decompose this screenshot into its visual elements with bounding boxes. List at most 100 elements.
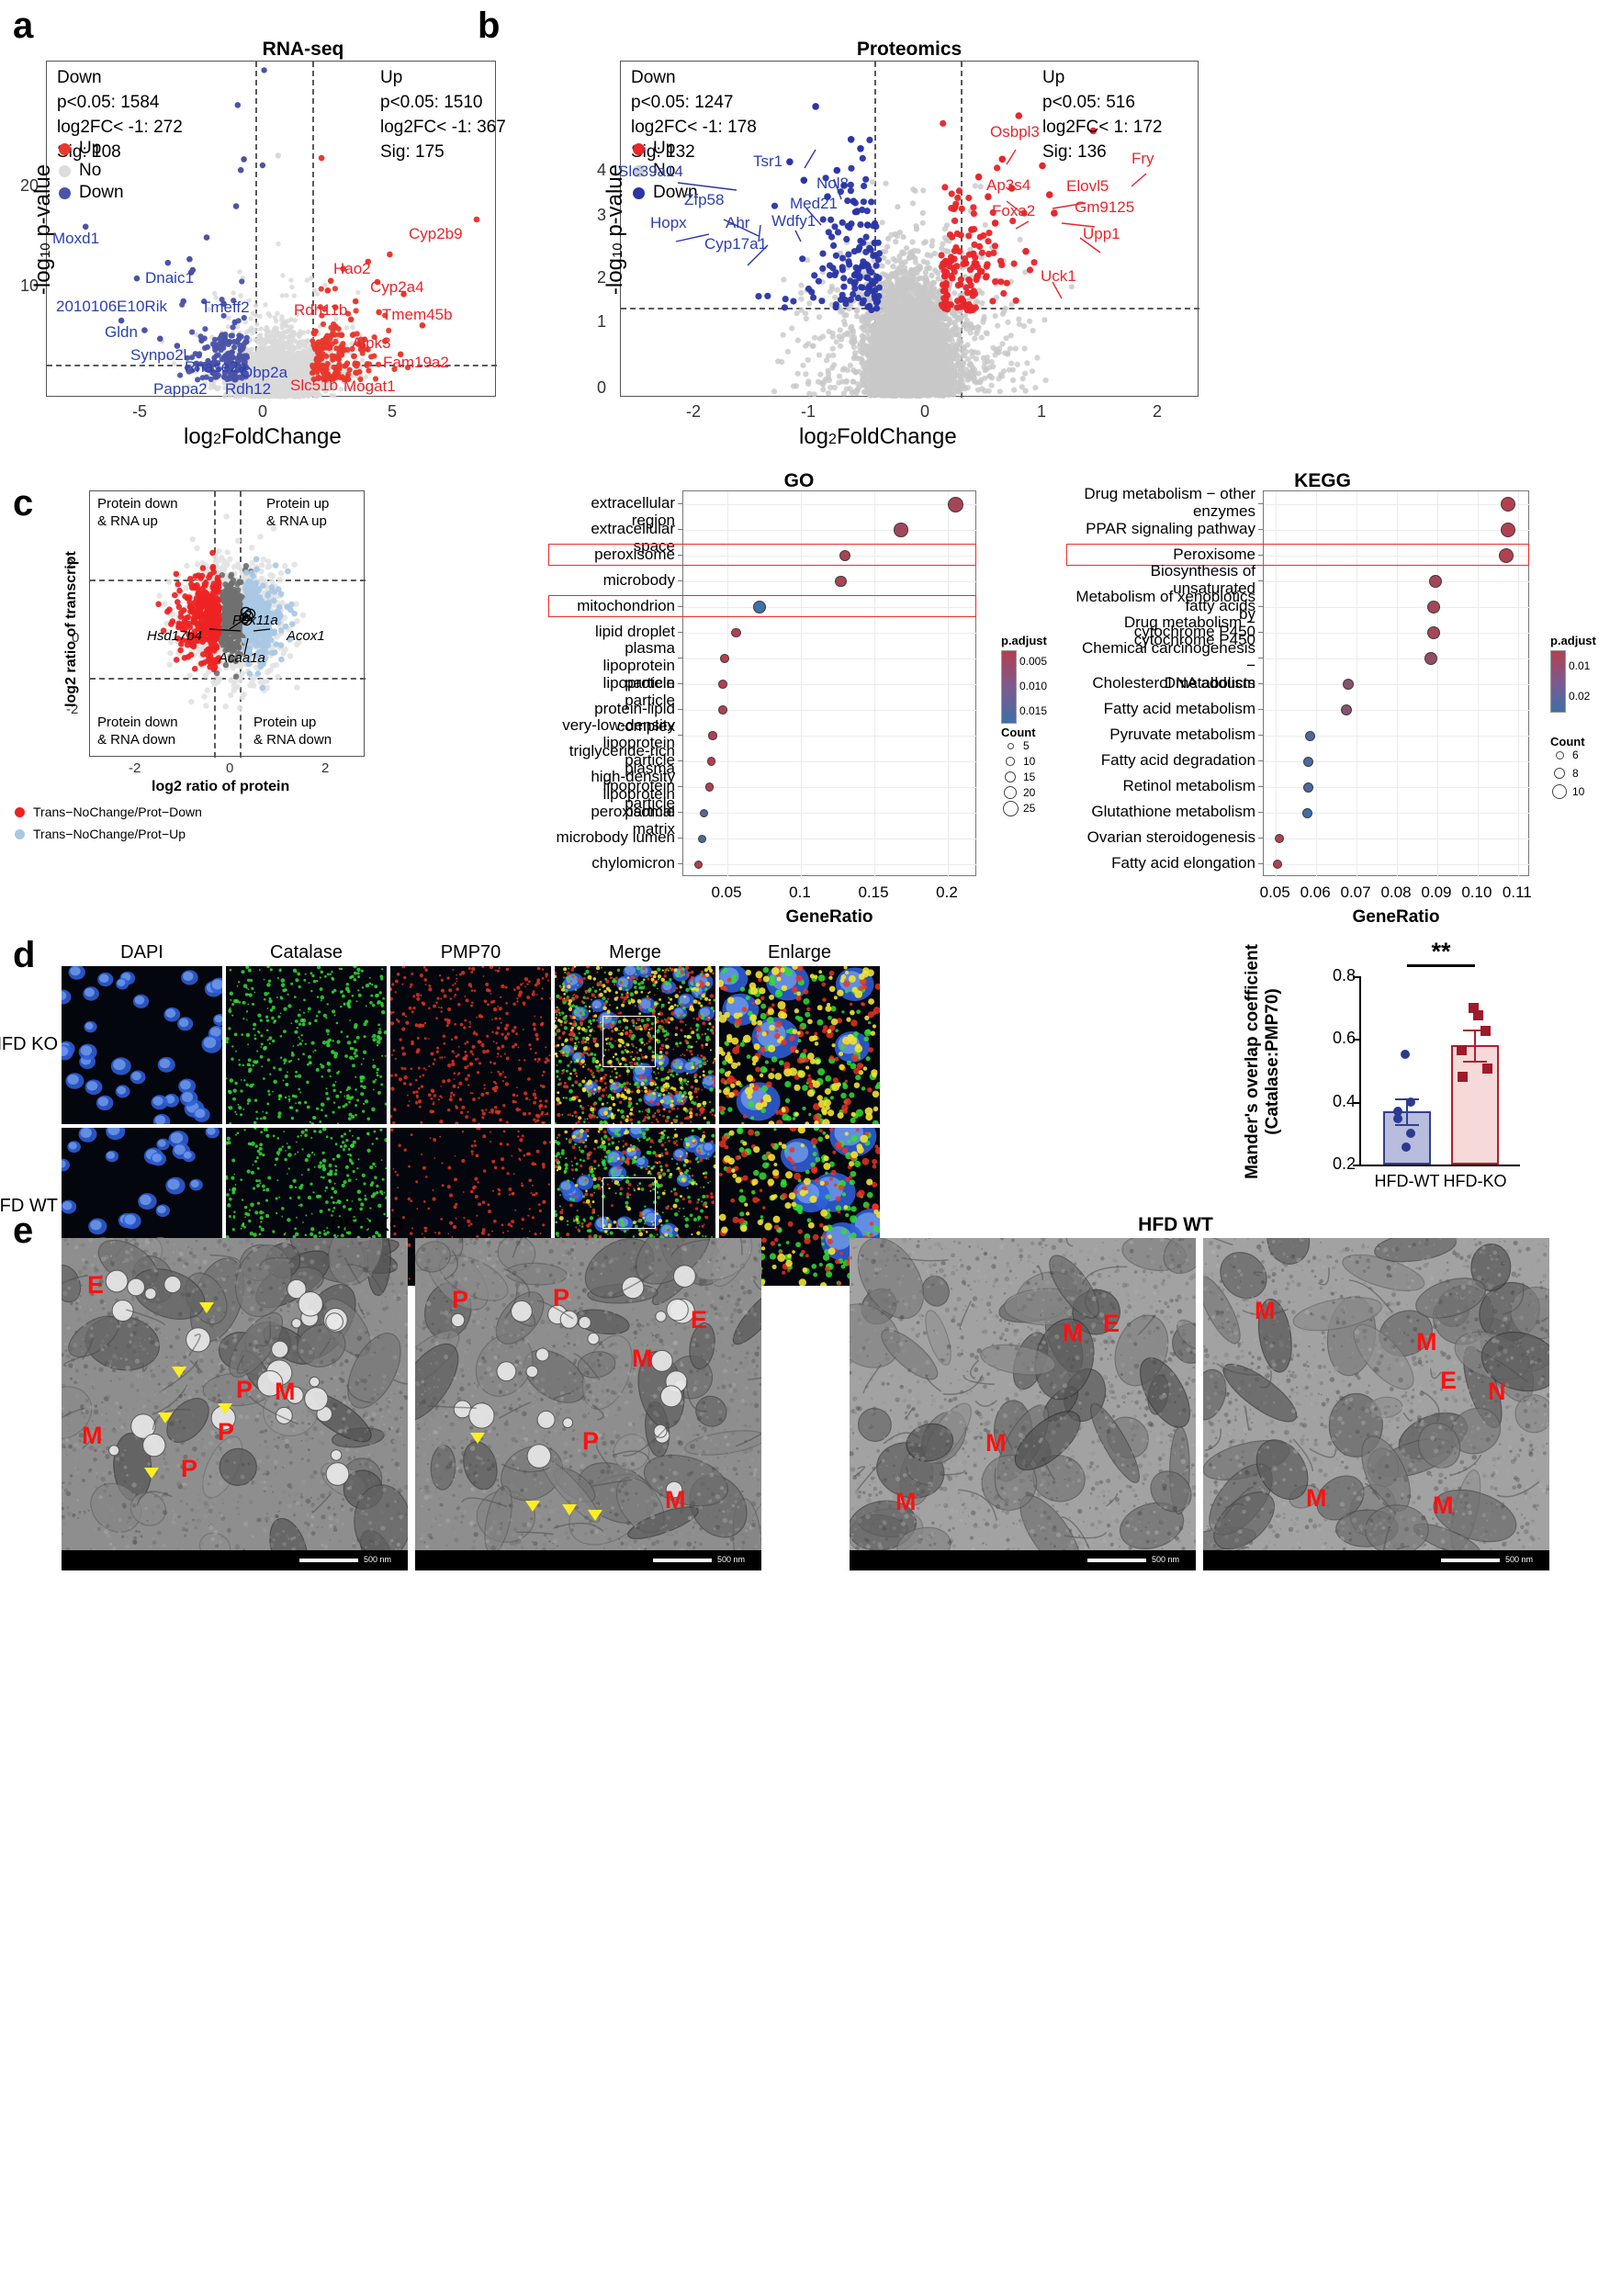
em-scalebar-label: 500 nm: [1152, 1555, 1179, 1564]
go-gridline-h: [683, 761, 977, 762]
rnaseq-up-sig: Sig: 175: [380, 141, 506, 165]
go-dot[interactable]: [718, 680, 728, 689]
em-structure-label: P: [582, 1427, 599, 1456]
go-gridline-h: [683, 581, 977, 582]
legend-label-trans-prot-down: Trans−NoChange/Prot−Down: [33, 805, 202, 819]
data-point-hfd-ko: [1481, 1026, 1492, 1037]
go-legend-count-label: 10: [1023, 755, 1035, 768]
kegg-dot[interactable]: [1273, 860, 1283, 869]
kegg-dot[interactable]: [1302, 782, 1313, 793]
kegg-dot[interactable]: [1343, 679, 1355, 690]
go-ytick-mark: [678, 709, 682, 710]
go-dot[interactable]: [834, 575, 847, 588]
em-structure-label: P: [452, 1286, 468, 1314]
kegg-dot[interactable]: [1341, 704, 1353, 715]
kegg-dot[interactable]: [1500, 523, 1515, 537]
significance-marker: **: [1407, 938, 1475, 966]
go-dot[interactable]: [731, 627, 741, 638]
kegg-gridline-h: [1264, 864, 1530, 865]
go-highlight-box: [548, 595, 976, 617]
microscopy-image-pmp70: [390, 966, 551, 1124]
gene-label-tsr1: Tsr1: [753, 152, 782, 171]
go-dot[interactable]: [706, 757, 716, 766]
microscopy-column-header: Catalase: [226, 942, 387, 963]
em-structure-label: E: [1103, 1310, 1120, 1338]
kegg-dot[interactable]: [1301, 807, 1312, 818]
go-dot[interactable]: [719, 654, 729, 663]
kegg-gridline-h: [1264, 684, 1530, 685]
go-legend-count-label: 20: [1023, 786, 1035, 799]
em-structure-label: N: [1488, 1378, 1506, 1406]
scatter-c-quadrant-br: Protein up & RNA down: [253, 715, 332, 749]
bar-chart-ytick-mark: [1353, 1165, 1359, 1166]
go-legend-count-circle: [1007, 742, 1014, 749]
proteomics-ytick-0: 0: [597, 378, 606, 398]
kegg-dot[interactable]: [1274, 834, 1284, 843]
legend-label-up: Up: [653, 139, 675, 159]
proteomics-xtick-m1: -1: [801, 402, 816, 422]
rnaseq-down-p: p<0.05: 1584: [57, 91, 183, 116]
legend-label-up: Up: [79, 139, 101, 159]
go-dot[interactable]: [893, 523, 908, 537]
kegg-ytick-mark: [1258, 812, 1263, 813]
kegg-dot[interactable]: [1302, 756, 1313, 767]
go-dot[interactable]: [699, 808, 708, 817]
kegg-dot[interactable]: [1426, 601, 1440, 613]
data-point-hfd-wt: [1400, 1050, 1410, 1060]
go-category-label: microbody lumen: [554, 828, 675, 846]
em-structure-label: M: [1306, 1484, 1327, 1513]
go-dot[interactable]: [718, 705, 728, 715]
go-gridline-h: [683, 787, 977, 788]
kegg-gridline-h: [1264, 736, 1530, 737]
gene-label-wdfy1: Wdfy1: [771, 212, 816, 231]
em-structure-label: P: [181, 1455, 197, 1483]
go-dot[interactable]: [693, 860, 703, 869]
kegg-category-label: Drug metabolism − other enzymes: [1072, 485, 1255, 520]
scatter-c-quadrant-tr: Protein up & RNA up: [266, 496, 329, 531]
go-dot[interactable]: [708, 731, 717, 740]
gene-label-obp2a: Obp2a: [241, 364, 287, 382]
kegg-dot[interactable]: [1424, 652, 1438, 665]
scatter-c-xaxis-title: log2 ratio of protein: [152, 779, 289, 795]
go-category-label: chylomicron: [554, 854, 675, 872]
scatter-c-xtick-0: 0: [226, 760, 233, 776]
go-ytick-mark: [678, 683, 682, 684]
legend-dot-up: [59, 142, 71, 155]
gene-label-cyp17a1: Cyp17a1: [704, 235, 767, 253]
rnaseq-xtick-0: 0: [258, 402, 267, 422]
kegg-xaxis-title: GeneRatio: [1263, 907, 1529, 928]
go-ytick-mark: [678, 529, 682, 530]
kegg-dot[interactable]: [1500, 497, 1515, 512]
em-structure-label: M: [1063, 1319, 1084, 1347]
go-legend-count-title: Count: [1001, 726, 1036, 739]
data-point-hfd-ko: [1481, 1064, 1492, 1075]
kegg-ytick-mark: [1258, 606, 1263, 607]
proteomics-vline-left: [874, 62, 876, 398]
data-point-hfd-wt: [1405, 1128, 1415, 1138]
legend-dot-down: [633, 186, 645, 199]
kegg-gridline-h: [1264, 504, 1530, 505]
go-ytick-mark: [678, 812, 682, 813]
proteomics-up-header: Up: [1042, 66, 1162, 91]
kegg-category-label: Retinol metabolism: [1072, 777, 1255, 794]
data-point-hfd-ko: [1472, 1010, 1483, 1021]
rnaseq-vline-left: [255, 62, 257, 398]
go-dot[interactable]: [698, 834, 707, 843]
proteomics-down-fc: log2FC< -1: 178: [631, 116, 757, 141]
kegg-dot[interactable]: [1426, 626, 1440, 639]
go-dot[interactable]: [947, 496, 963, 512]
go-xtick: 0.1: [774, 884, 826, 902]
kegg-dot[interactable]: [1305, 730, 1316, 741]
gene-label-hsd17b4: Hsd17b4: [147, 628, 202, 644]
go-legend-count-circle: [1005, 771, 1016, 782]
quadrant-label-br: Protein up & RNA down: [253, 715, 332, 749]
em-arrow-marker: [158, 1412, 173, 1424]
go-dot[interactable]: [705, 782, 715, 792]
go-ytick-mark: [678, 503, 682, 504]
bar-chart-ytick-mark: [1353, 1039, 1359, 1041]
kegg-legend-count-circle: [1552, 784, 1567, 799]
kegg-ytick-mark: [1258, 683, 1263, 684]
proteomics-xaxis-title: log2FoldChange: [799, 424, 957, 450]
gene-label-fry: Fry: [1132, 150, 1154, 168]
kegg-dot[interactable]: [1428, 575, 1442, 588]
